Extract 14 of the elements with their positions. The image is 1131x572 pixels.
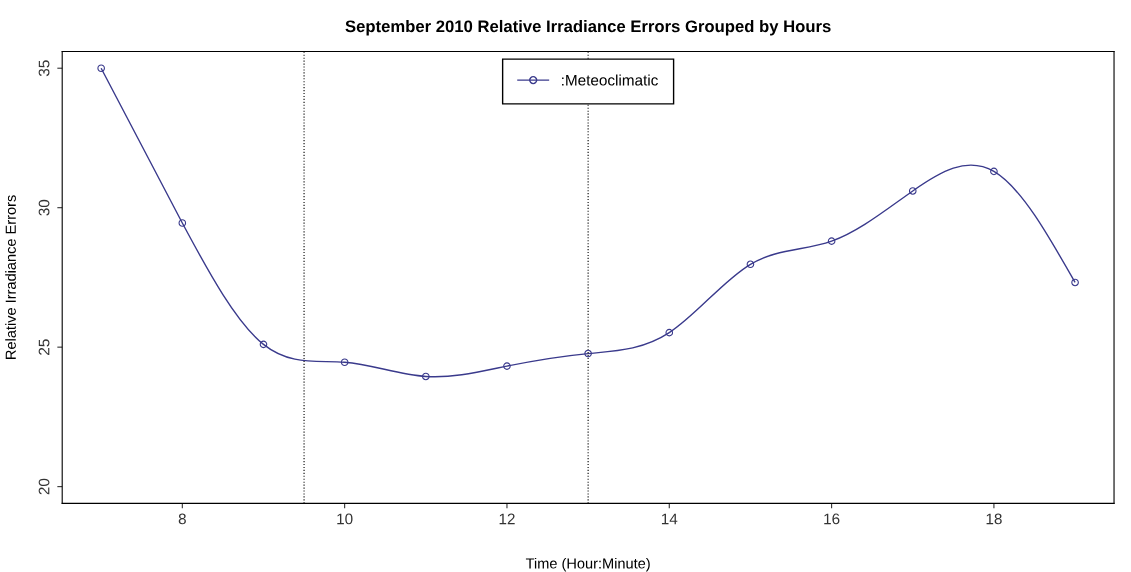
x-tick-label: 18	[986, 513, 1002, 525]
chart-title: September 2010 Relative Irradiance Errors Grouped by Hours	[345, 19, 831, 36]
y-tick-label: 25	[38, 339, 50, 355]
y-tick-label: 30	[38, 199, 50, 216]
y-tick-label: 35	[38, 60, 50, 77]
x-tick-label: 10	[337, 513, 353, 525]
x-tick-label: 16	[824, 513, 840, 525]
y-axis-title: Relative Irradiance Errors	[5, 195, 16, 359]
y-tick-label: 20	[38, 478, 50, 495]
x-tick-label: 12	[499, 513, 515, 525]
x-tick-label: 14	[661, 513, 678, 525]
x-tick-label: 8	[178, 513, 186, 525]
x-axis-title: Time (Hour:Minute)	[525, 557, 650, 572]
legend-label: :Meteoclimatic	[562, 74, 658, 86]
